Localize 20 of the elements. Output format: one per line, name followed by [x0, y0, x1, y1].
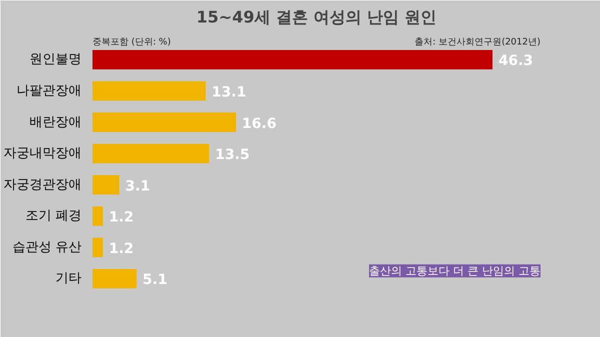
y-tick-label: 기타 — [56, 271, 82, 286]
y-tick-label: 원인불명 — [30, 52, 82, 68]
bar — [92, 81, 206, 101]
y-tick-label: 습관성 유산 — [12, 240, 82, 255]
annotation: 출산의 고통보다 더 큰 난임의 고통 — [369, 264, 540, 278]
annotation: 중복포함 (단위: %) — [92, 37, 171, 48]
bar — [92, 112, 236, 132]
bar — [92, 144, 210, 164]
bar — [92, 50, 492, 70]
y-tick-label: 자궁내막장애 — [4, 146, 82, 162]
annotation: 출처: 보건사회연구원(2012년) — [414, 37, 541, 48]
bar — [92, 175, 120, 195]
y-tick-label: 나팔관장애 — [16, 83, 82, 98]
y-tick-label: 조기 폐경 — [25, 208, 82, 224]
chart-title: 15~49세 결혼 여성의 난임 원인 — [196, 8, 437, 26]
y-tick-label: 자궁경관장애 — [4, 177, 82, 192]
bar — [92, 206, 103, 226]
y-tick-label: 배란장애 — [30, 114, 82, 130]
bar — [92, 238, 103, 258]
bar — [92, 269, 137, 288]
